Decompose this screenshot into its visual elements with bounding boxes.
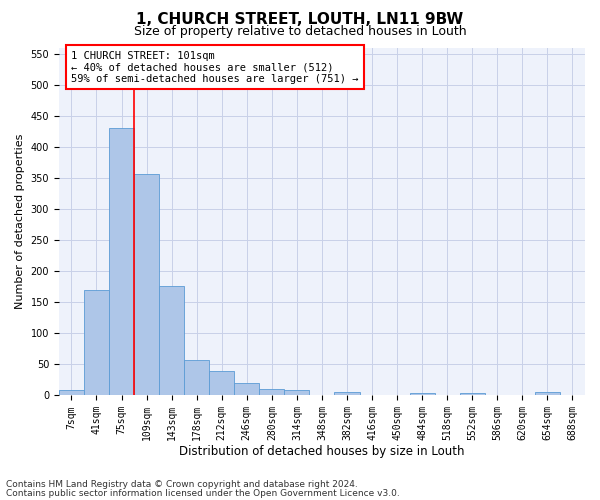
Bar [109, 128, 134, 396]
Bar [59, 390, 84, 396]
Text: 1 CHURCH STREET: 101sqm
← 40% of detached houses are smaller (512)
59% of semi-d: 1 CHURCH STREET: 101sqm ← 40% of detache… [71, 50, 359, 84]
Text: Contains public sector information licensed under the Open Government Licence v3: Contains public sector information licen… [6, 488, 400, 498]
Bar [134, 174, 159, 396]
Bar [259, 388, 284, 396]
Bar [84, 290, 109, 396]
Text: Size of property relative to detached houses in Louth: Size of property relative to detached ho… [134, 25, 466, 38]
Text: 1, CHURCH STREET, LOUTH, LN11 9BW: 1, CHURCH STREET, LOUTH, LN11 9BW [136, 12, 464, 28]
Bar [410, 394, 434, 396]
Bar [284, 390, 310, 396]
Bar [334, 392, 359, 396]
Bar [184, 360, 209, 396]
Bar [209, 370, 234, 396]
Bar [234, 383, 259, 396]
Y-axis label: Number of detached properties: Number of detached properties [15, 134, 25, 309]
Bar [460, 393, 485, 396]
X-axis label: Distribution of detached houses by size in Louth: Distribution of detached houses by size … [179, 444, 465, 458]
Bar [535, 392, 560, 396]
Text: Contains HM Land Registry data © Crown copyright and database right 2024.: Contains HM Land Registry data © Crown c… [6, 480, 358, 489]
Bar [159, 286, 184, 396]
